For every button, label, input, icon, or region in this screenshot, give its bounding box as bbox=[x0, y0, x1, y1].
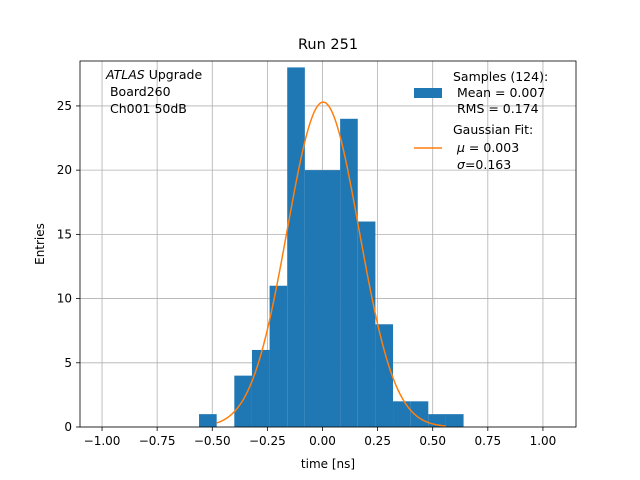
histogram-bar bbox=[269, 285, 288, 427]
legend-fit-mu: μ = 0.003 bbox=[456, 140, 519, 155]
histogram-bar bbox=[445, 414, 464, 427]
sigma-value: =0.163 bbox=[465, 157, 511, 172]
y-axis-label: Entries bbox=[33, 223, 47, 265]
annotation-line-2: Board260 bbox=[106, 84, 171, 99]
y-tick-label: 5 bbox=[64, 356, 72, 370]
x-tick-label: −0.25 bbox=[249, 434, 286, 448]
x-axis-ticks: −1.00 −0.75 −0.50 −0.25 0.00 0.25 0.50 0.75 1.00 bbox=[84, 427, 557, 448]
x-tick-label: 0.00 bbox=[309, 434, 336, 448]
annotation-upgrade: Upgrade bbox=[145, 67, 203, 82]
annotation-atlas: ATLAS bbox=[105, 67, 145, 82]
y-tick-label: 25 bbox=[57, 99, 72, 113]
x-tick-label: 0.50 bbox=[419, 434, 446, 448]
histogram-bar bbox=[393, 401, 411, 427]
x-tick-label: −1.00 bbox=[84, 434, 121, 448]
histogram-bar bbox=[251, 349, 270, 427]
y-tick-label: 10 bbox=[57, 292, 72, 306]
histogram-bar bbox=[375, 324, 394, 427]
y-axis-ticks: 0 5 10 15 20 25 bbox=[57, 99, 80, 434]
x-axis-label: time [ns] bbox=[301, 457, 355, 471]
histogram-bar bbox=[234, 375, 252, 427]
histogram-bar bbox=[340, 118, 358, 427]
chart-title: Run 251 bbox=[298, 37, 358, 53]
annotation-line-1: ATLAS Upgrade bbox=[105, 67, 202, 82]
legend-swatch-samples bbox=[414, 88, 442, 98]
annotation-line-3: Ch001 50dB bbox=[106, 101, 187, 116]
x-tick-label: −0.50 bbox=[194, 434, 231, 448]
x-tick-label: 0.75 bbox=[474, 434, 501, 448]
x-tick-label: 0.25 bbox=[364, 434, 391, 448]
y-tick-label: 0 bbox=[64, 420, 72, 434]
mu-value: = 0.003 bbox=[465, 140, 519, 155]
x-tick-label: 1.00 bbox=[530, 434, 557, 448]
histogram-bar bbox=[304, 170, 323, 427]
legend-fit-title: Gaussian Fit: bbox=[453, 122, 533, 137]
sigma-symbol: σ bbox=[457, 157, 466, 172]
mu-symbol: μ bbox=[456, 140, 465, 155]
y-tick-label: 15 bbox=[57, 227, 72, 241]
legend: Samples (124): Mean = 0.007 RMS = 0.174 … bbox=[414, 69, 548, 172]
histogram-bar bbox=[287, 67, 305, 427]
histogram-bar bbox=[322, 170, 341, 427]
histogram-bar bbox=[410, 401, 429, 427]
histogram-bar bbox=[199, 414, 217, 427]
legend-samples-rms: RMS = 0.174 bbox=[453, 101, 539, 116]
histogram-bar bbox=[357, 221, 376, 427]
x-tick-label: −0.75 bbox=[139, 434, 176, 448]
plot-frame bbox=[79, 60, 577, 428]
y-tick-label: 20 bbox=[57, 163, 72, 177]
gaussian-fit-curve bbox=[216, 101, 447, 427]
annotation-text: ATLAS Upgrade Board260 Ch001 50dB bbox=[105, 67, 202, 116]
legend-samples-title: Samples (124): bbox=[453, 69, 548, 84]
legend-fit-sigma: σ=0.163 bbox=[457, 157, 511, 172]
legend-samples-mean: Mean = 0.007 bbox=[453, 85, 545, 100]
